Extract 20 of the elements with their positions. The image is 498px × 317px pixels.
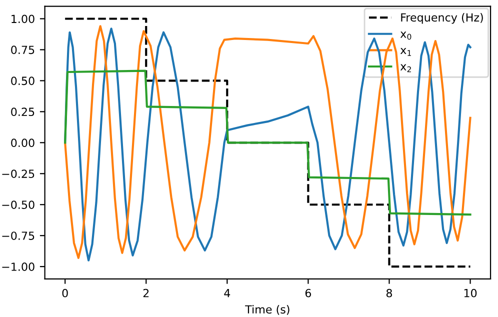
x-tick-label: 4	[224, 289, 230, 298]
legend-label: x$_{2}$	[400, 64, 411, 72]
y-tick-label: −0.25	[2, 170, 34, 178]
legend-label: Frequency (Hz)	[401, 13, 483, 24]
x-tick-label: 8	[386, 288, 392, 298]
x-tick-label: 2	[143, 288, 149, 298]
y-tick-label: 1.00	[12, 14, 34, 24]
y-tick-label: 0.50	[11, 76, 34, 86]
y-tick-label: −1.00	[2, 262, 34, 271]
legend-label: x$_{0}$	[400, 32, 412, 40]
x-axis-title: Time (s)	[245, 304, 290, 315]
x-tick-label: 6	[305, 288, 312, 298]
legend-label: x$_{1}$	[400, 48, 411, 56]
x-tick-label: 0	[62, 288, 68, 298]
y-tick-label: −0.75	[2, 232, 34, 240]
y-tick-label: 0.25	[11, 108, 34, 116]
y-tick-label: 0.00	[11, 138, 34, 148]
y-tick-label: −0.50	[2, 200, 34, 209]
x-tick-label: 10	[464, 288, 477, 298]
y-tick-label: 0.75	[11, 46, 34, 54]
